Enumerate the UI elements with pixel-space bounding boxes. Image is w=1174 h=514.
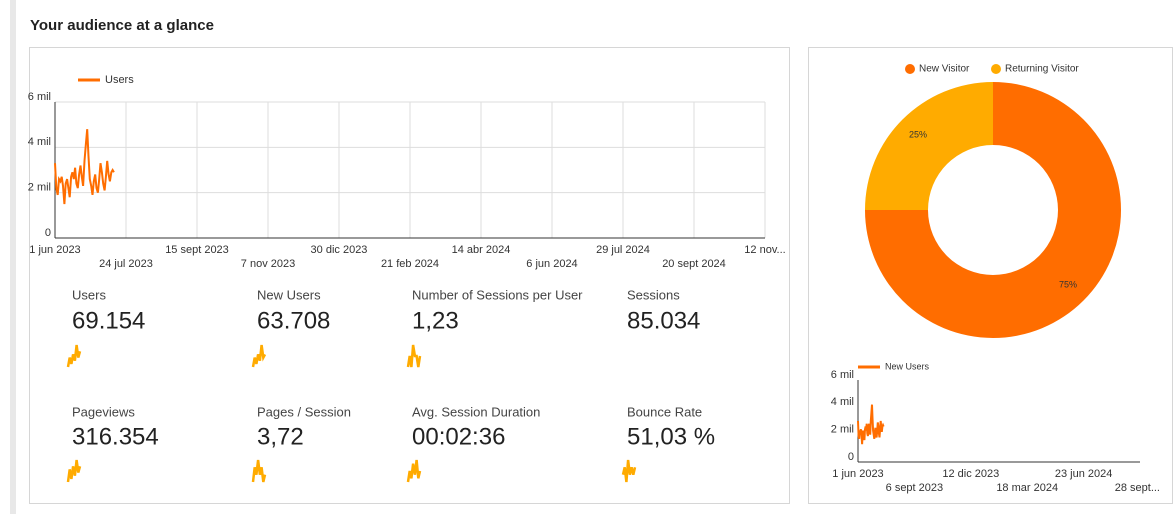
metric-value: 316.354: [72, 423, 159, 450]
x-tick-label: 21 feb 2024: [381, 258, 439, 270]
legend-label: Returning Visitor: [1005, 64, 1079, 75]
x-tick-label: 29 jul 2024: [596, 244, 650, 256]
metric-label: Pageviews: [72, 404, 135, 419]
x-tick-label: 20 sept 2024: [662, 258, 726, 270]
x-tick-label: 12 dic 2023: [942, 468, 999, 480]
y-tick-label: 0: [45, 227, 51, 239]
metric-label: New Users: [257, 287, 321, 302]
x-tick-label: 28 sept...: [1115, 482, 1160, 494]
y-tick-label: 6 mil: [28, 91, 51, 103]
x-tick-label: 30 dic 2023: [311, 244, 368, 256]
y-tick-label: 0: [848, 451, 854, 463]
line-series: [54, 129, 115, 205]
donut-slice: [865, 82, 993, 210]
x-tick-label: 1 jun 2023: [29, 244, 80, 256]
line-series: [857, 404, 885, 445]
metric-label: Avg. Session Duration: [412, 404, 540, 419]
x-tick-label: 6 jun 2024: [526, 258, 577, 270]
metric-label: Sessions: [627, 287, 680, 302]
metric-value: 00:02:36: [412, 423, 505, 450]
legend-label: Users: [105, 74, 134, 86]
sparkline: [251, 344, 267, 368]
y-tick-label: 6 mil: [831, 369, 854, 381]
metric-label: Bounce Rate: [627, 404, 702, 419]
x-tick-label: 18 mar 2024: [996, 482, 1058, 494]
sparkline: [621, 459, 637, 483]
metric-value: 3,72: [257, 423, 304, 450]
y-tick-label: 4 mil: [28, 136, 51, 148]
x-tick-label: 12 nov...: [744, 244, 785, 256]
metric-label: Users: [72, 287, 106, 302]
legend-swatch: [991, 64, 1001, 74]
x-tick-label: 14 abr 2024: [452, 244, 511, 256]
y-tick-label: 2 mil: [831, 424, 854, 436]
metric-value: 69.154: [72, 307, 145, 334]
metric-value: 63.708: [257, 307, 330, 334]
x-tick-label: 1 jun 2023: [832, 468, 883, 480]
x-tick-label: 24 jul 2023: [99, 258, 153, 270]
donut-slice: [865, 82, 1121, 338]
x-tick-label: 15 sept 2023: [165, 244, 229, 256]
legend-label: New Users: [885, 361, 930, 371]
panel: [808, 47, 1173, 504]
x-tick-label: 23 jun 2024: [1055, 468, 1113, 480]
slice-label: 75%: [1059, 279, 1077, 289]
metric-value: 85.034: [627, 307, 700, 334]
panel: [29, 47, 790, 504]
metric-value: 1,23: [412, 307, 459, 334]
metric-label: Number of Sessions per User: [412, 287, 583, 302]
side-bar: [10, 0, 16, 514]
sparkline: [406, 344, 422, 368]
metric-label: Pages / Session: [257, 404, 351, 419]
slice-label: 25%: [909, 129, 927, 139]
legend-swatch: [905, 64, 915, 74]
sparkline: [66, 344, 82, 368]
y-tick-label: 4 mil: [831, 396, 854, 408]
sparkline: [406, 459, 422, 483]
page-title: Your audience at a glance: [30, 17, 214, 34]
legend-label: New Visitor: [919, 64, 970, 75]
sparkline: [66, 459, 82, 483]
x-tick-label: 7 nov 2023: [241, 258, 295, 270]
x-tick-label: 6 sept 2023: [886, 482, 944, 494]
y-tick-label: 2 mil: [28, 182, 51, 194]
sparkline: [251, 459, 267, 483]
metric-value: 51,03 %: [627, 423, 715, 450]
